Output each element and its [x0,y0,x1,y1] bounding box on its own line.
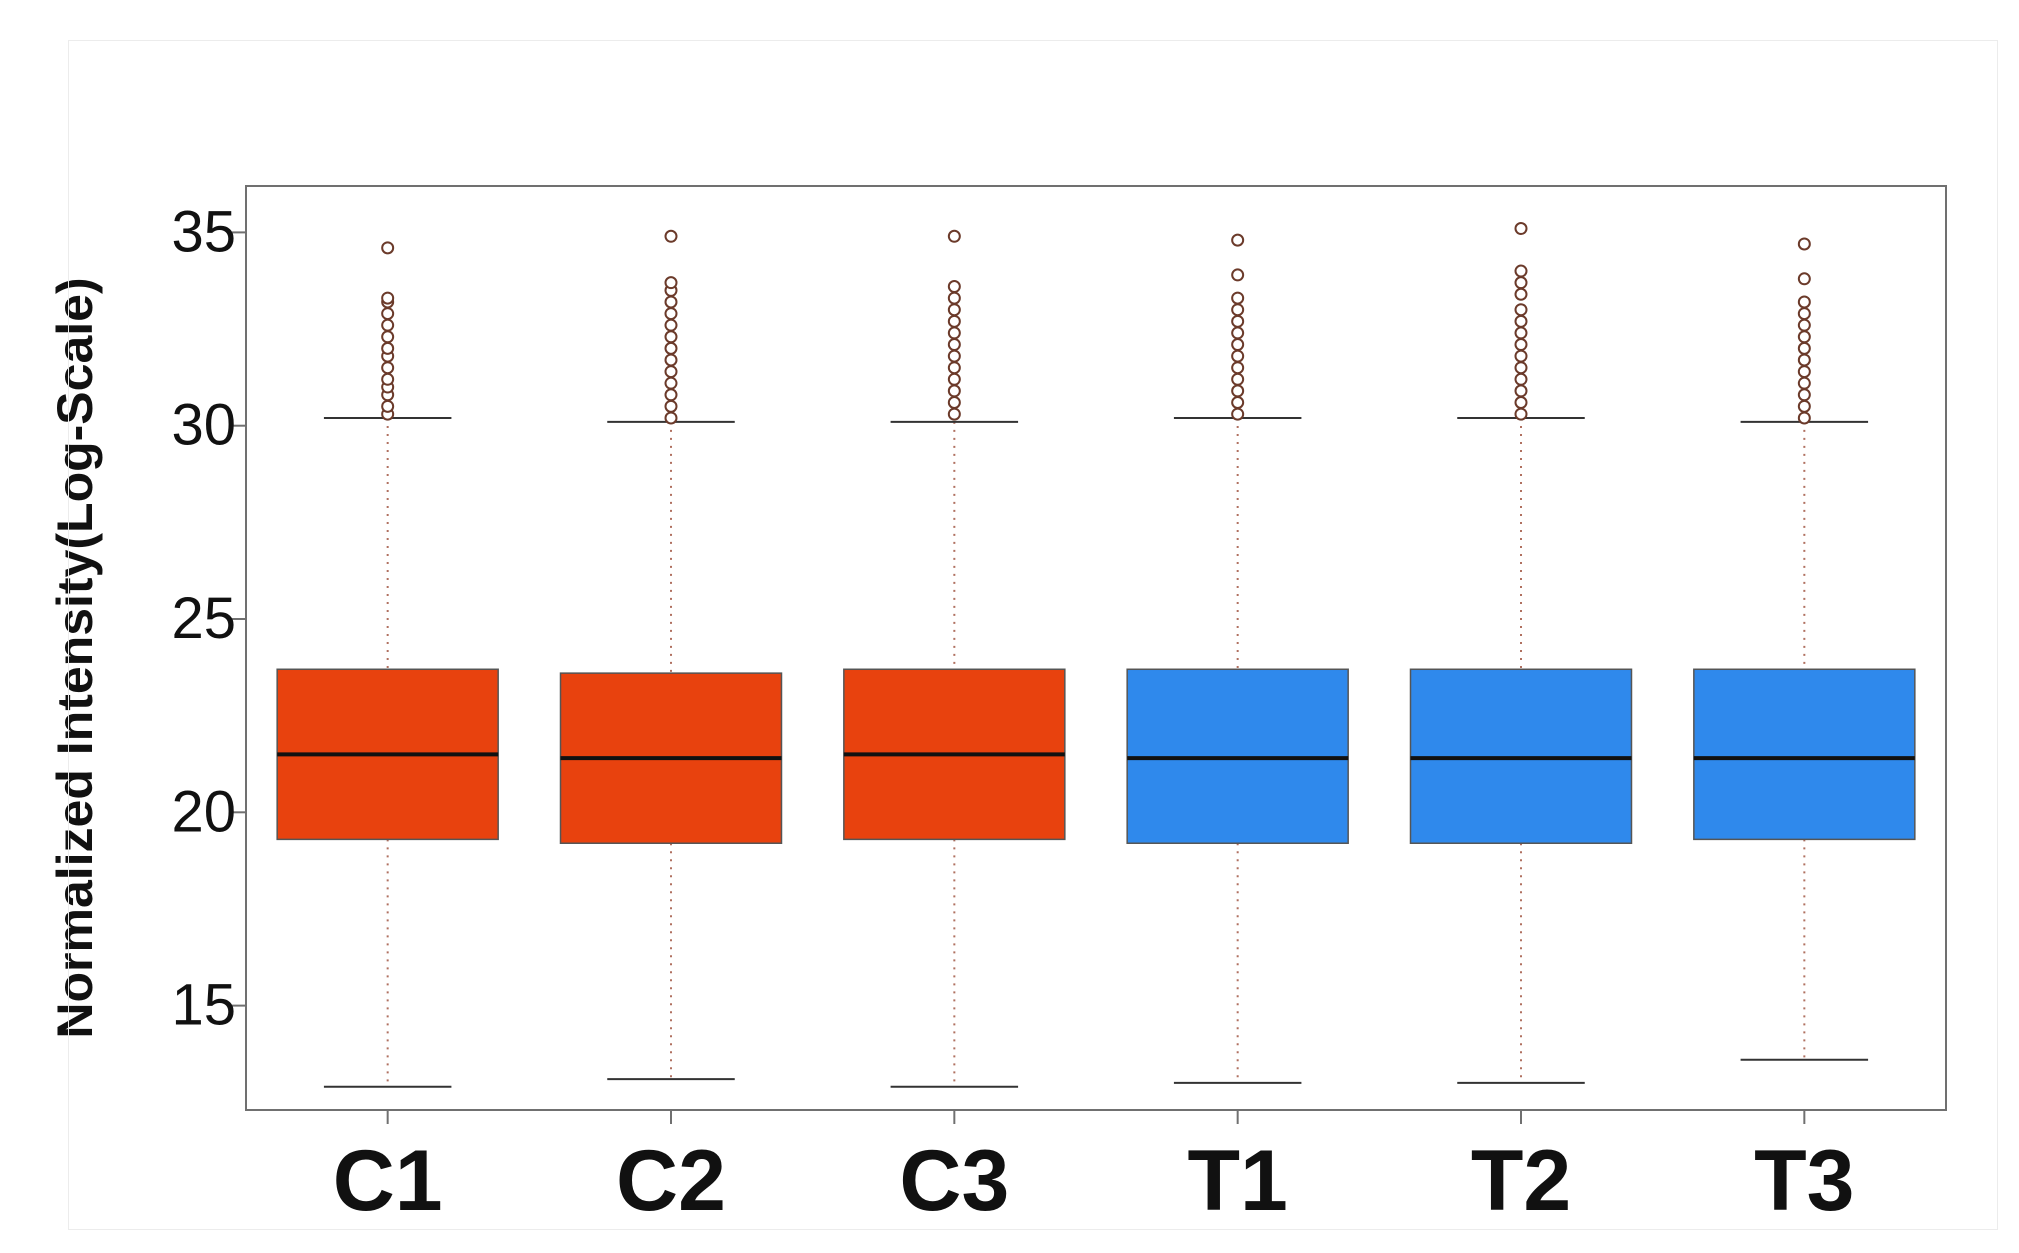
outlier-point [1797,272,1811,286]
plot-area [245,185,1947,1111]
outlier-point [664,229,678,243]
y-axis-label: Normalized Intensity(Log-Scale) [47,277,103,1038]
y-tick-label: 25 [171,586,236,651]
box-c3 [843,229,1066,1088]
outlier-point [381,291,395,305]
outlier-point [1514,303,1528,317]
outlier-point [1231,233,1245,247]
x-tick-label: T2 [1471,1133,1571,1229]
outlier-point [1514,222,1528,236]
boxes-layer [276,222,1916,1088]
outlier-point [381,241,395,255]
y-tick-label: 35 [171,199,236,264]
figure-frame [68,40,1998,1230]
x-tick-label: C3 [899,1133,1009,1229]
outlier-point [1514,264,1528,278]
box-iqr [1693,668,1916,841]
y-tick-label: 30 [171,393,236,458]
x-tick-label: T3 [1754,1133,1854,1229]
box-c2 [559,229,783,1081]
x-tick-label: C1 [333,1133,443,1229]
x-tick-label: C2 [616,1133,726,1229]
outlier-point [1231,268,1245,282]
outlier-point [947,229,961,243]
box-t1 [1126,233,1349,1084]
x-tick-label: T1 [1187,1133,1287,1229]
y-tick-label: 15 [171,973,236,1038]
box-c1 [276,241,499,1088]
outlier-point [1797,237,1811,251]
box-t3 [1693,237,1916,1061]
outlier-point [1797,295,1811,309]
y-axis-ticks: 15 20 25 30 35 [171,199,246,1038]
outlier-point [1231,291,1245,305]
y-tick-label: 20 [171,779,236,844]
outlier-point [664,276,678,290]
outlier-point [947,280,961,294]
x-axis-ticks: C1 C2 C3 T1 T2 T3 [333,1110,1855,1229]
box-t2 [1409,222,1633,1084]
